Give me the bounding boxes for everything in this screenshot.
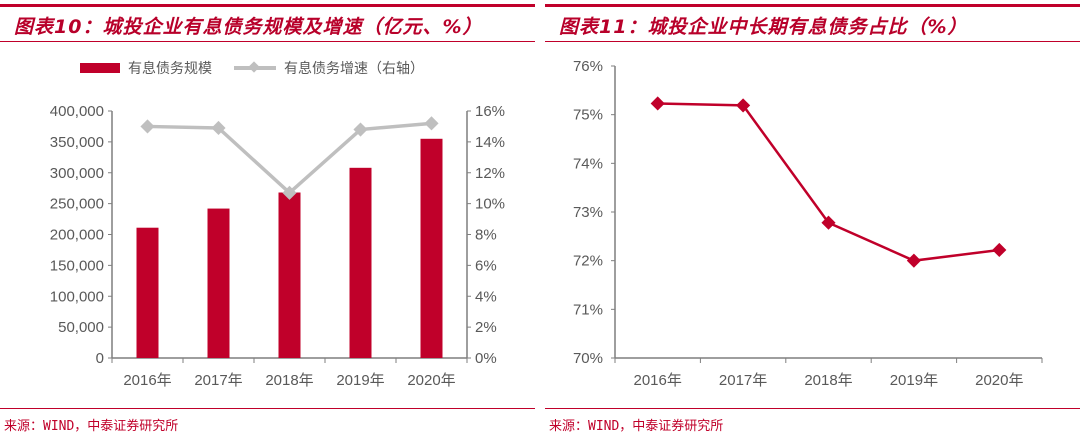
legend-swatch-line [234, 61, 276, 73]
y2-tick-label: 2% [475, 319, 497, 336]
chart-title: 图表10：城投企业有息债务规模及增速（亿元、%） [14, 16, 483, 38]
y2-tick-label: 16% [475, 103, 505, 120]
footer-rule [545, 408, 1080, 409]
y-tick-label: 50,000 [58, 319, 104, 336]
y-tick-label: 70% [573, 350, 603, 367]
y-tick-label: 71% [573, 301, 603, 318]
legend-label-bar: 有息债务规模 [128, 61, 212, 77]
y2-tick-label: 8% [475, 227, 497, 244]
bar [420, 138, 443, 358]
bar [278, 192, 301, 358]
right-panel: 图表11：城投企业中长期有息债务占比（%） 70% 71% 72% 73% 74% 75%… [545, 0, 1080, 437]
y2-tick-label: 0% [475, 350, 497, 367]
legend-label-line: 有息债务增速（右轴） [284, 61, 424, 77]
growth-marker [424, 116, 439, 131]
top-rule [0, 4, 535, 7]
x-tick-label: 2017年 [719, 372, 767, 389]
x-tick-label: 2019年 [336, 372, 384, 389]
growth-marker [140, 119, 155, 134]
title-rule [545, 41, 1080, 42]
chart-title: 图表11：城投企业中长期有息债务占比（%） [559, 16, 968, 38]
legend-swatch-bar [80, 63, 120, 73]
ratio-marker [992, 242, 1007, 258]
y2-tick-label: 12% [475, 165, 505, 182]
top-rule [545, 4, 1080, 7]
y-tick-label: 0 [96, 350, 104, 367]
x-tick-label: 2016年 [123, 372, 171, 389]
left-panel: 图表10：城投企业有息债务规模及增速（亿元、%） 有息债务规模 有息债务增速（右… [0, 0, 535, 437]
ratio-marker [821, 215, 836, 230]
legend: 有息债务规模 有息债务增速（右轴） [80, 58, 424, 78]
y2-tick-label: 14% [475, 134, 505, 151]
x-tick-label: 2020年 [975, 372, 1023, 389]
y-tick-label: 100,000 [50, 288, 104, 305]
y-tick-label: 75% [573, 107, 603, 124]
y-tick-label: 150,000 [50, 257, 104, 274]
bar-line-chart: 0 50,000 100,000 150,000 200,000 250,000 300,0… [50, 103, 505, 389]
x-tick-label: 2020年 [407, 372, 455, 389]
x-tick-label: 2018年 [804, 372, 852, 389]
bar [349, 167, 372, 358]
growth-line [147, 121, 432, 196]
x-tick-label: 2018年 [265, 372, 313, 389]
ratio-line [657, 102, 1000, 262]
y-tick-label: 72% [573, 253, 603, 270]
y2-tick-label: 6% [475, 257, 497, 274]
source-note: 来源：WIND，中泰证券研究所 [4, 419, 179, 434]
bar [136, 227, 159, 358]
line-chart: 70% 71% 72% 73% 74% 75% 76% 2016年 2017年 2018年 2019… [573, 58, 1043, 389]
ratio-marker [650, 96, 665, 111]
y-tick-label: 250,000 [50, 196, 104, 213]
x-tick-label: 2017年 [194, 372, 242, 389]
y-tick-label: 73% [573, 204, 603, 221]
y2-tick-label: 10% [475, 196, 505, 213]
y-tick-label: 200,000 [50, 227, 104, 244]
x-tick-label: 2016年 [634, 372, 682, 389]
y-tick-label: 300,000 [50, 165, 104, 182]
title-rule [0, 41, 535, 42]
y-tick-label: 350,000 [50, 134, 104, 151]
y-tick-label: 74% [573, 155, 603, 172]
source-note: 来源：WIND，中泰证券研究所 [549, 419, 724, 434]
y-tick-label: 400,000 [50, 103, 104, 120]
footer-rule [0, 408, 535, 409]
ratio-marker [906, 253, 921, 268]
x-tick-label: 2019年 [890, 372, 938, 389]
y-tick-label: 76% [573, 58, 603, 75]
bar [207, 208, 230, 358]
growth-marker [282, 185, 297, 200]
y2-tick-label: 4% [475, 288, 497, 305]
